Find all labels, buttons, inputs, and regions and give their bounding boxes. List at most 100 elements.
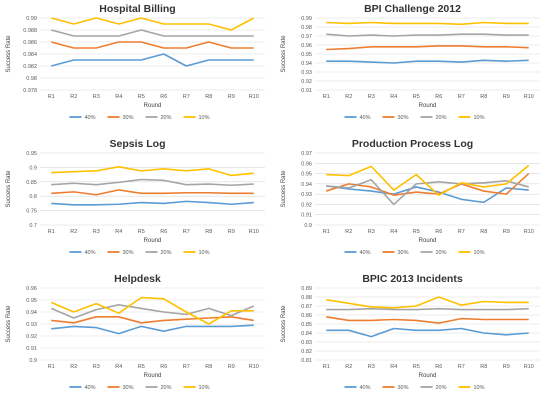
x-tick-label: R7 bbox=[458, 229, 465, 235]
y-axis-label: Success Rate bbox=[281, 35, 287, 73]
legend-item: 10% bbox=[458, 250, 485, 256]
y-tick-label: 0.83 bbox=[301, 340, 312, 346]
legend-label: 20% bbox=[436, 115, 447, 121]
x-tick-label: R6 bbox=[160, 229, 167, 235]
x-tick-label: R9 bbox=[503, 364, 510, 370]
legend-label: 30% bbox=[123, 385, 134, 391]
y-tick-label: 0.9 bbox=[29, 165, 37, 171]
x-axis-label: Round bbox=[419, 103, 437, 109]
y-tick-label: 0.98 bbox=[301, 25, 312, 31]
x-tick-label: R9 bbox=[228, 229, 235, 235]
legend-label: 10% bbox=[199, 115, 210, 121]
x-tick-label: R1 bbox=[323, 94, 330, 100]
y-tick-label: 0.9 bbox=[29, 358, 37, 364]
x-axis-label: Round bbox=[419, 238, 437, 244]
legend-label: 10% bbox=[474, 385, 485, 391]
y-tick-label: 0.89 bbox=[301, 286, 312, 292]
legend-item: 30% bbox=[382, 115, 409, 121]
legend-item: 40% bbox=[344, 115, 371, 121]
y-tick-label: 0.988 bbox=[23, 28, 37, 34]
y-tick-label: 0.95 bbox=[301, 172, 312, 178]
legend-item: 30% bbox=[382, 385, 409, 391]
legend-item: 20% bbox=[145, 385, 172, 391]
legend-item: 20% bbox=[145, 250, 172, 256]
legend-label: 40% bbox=[360, 250, 371, 256]
x-tick-label: R4 bbox=[115, 229, 122, 235]
x-tick-label: R8 bbox=[480, 94, 487, 100]
y-axis-label: Success Rate bbox=[281, 305, 287, 343]
y-tick-label: 0.93 bbox=[26, 322, 37, 328]
x-tick-label: R2 bbox=[70, 94, 77, 100]
series-line-20pct bbox=[326, 178, 529, 206]
series-line-10pct bbox=[51, 166, 254, 177]
y-tick-label: 0.91 bbox=[301, 88, 312, 94]
x-tick-label: R2 bbox=[345, 94, 352, 100]
y-tick-label: 0.95 bbox=[301, 52, 312, 58]
legend-item: 20% bbox=[420, 115, 447, 121]
x-tick-label: R5 bbox=[138, 94, 145, 100]
x-tick-label: R5 bbox=[138, 229, 145, 235]
legend-label: 10% bbox=[474, 115, 485, 121]
series-line-30pct bbox=[51, 41, 254, 49]
x-tick-label: R10 bbox=[524, 229, 534, 235]
series-line-10pct bbox=[326, 21, 529, 26]
x-tick-label: R9 bbox=[228, 94, 235, 100]
x-tick-label: R5 bbox=[413, 229, 420, 235]
legend-item: 10% bbox=[183, 385, 210, 391]
series-line-40pct bbox=[326, 185, 529, 204]
x-tick-label: R1 bbox=[48, 94, 55, 100]
legend-item: 10% bbox=[458, 115, 485, 121]
x-tick-label: R1 bbox=[323, 364, 330, 370]
y-tick-label: 0.982 bbox=[23, 64, 37, 70]
legend-item: 20% bbox=[145, 115, 172, 121]
chart-svg-5: BPIC 2013 Incidents 0.81 0.82 0.83 0.84 0.85 0… bbox=[281, 273, 540, 391]
y-tick-label: 0.88 bbox=[301, 295, 312, 301]
legend-item: 10% bbox=[183, 115, 210, 121]
y-axis-label: Success Rate bbox=[6, 305, 12, 343]
chart-panel-4: Helpdesk 0.9 0.91 0.92 0.93 0.94 0.95 0.96 R1 R2 R… bbox=[0, 270, 275, 405]
chart-title: BPIC 2013 Incidents bbox=[362, 273, 463, 285]
legend-label: 20% bbox=[436, 385, 447, 391]
y-tick-label: 0.986 bbox=[23, 40, 37, 46]
chart-title: Production Process Log bbox=[352, 138, 473, 150]
x-tick-label: R4 bbox=[390, 229, 397, 235]
x-tick-label: R7 bbox=[183, 364, 190, 370]
legend-item: 20% bbox=[420, 250, 447, 256]
x-tick-label: R8 bbox=[205, 364, 212, 370]
x-tick-label: R8 bbox=[205, 94, 212, 100]
x-tick-label: R3 bbox=[368, 229, 375, 235]
y-tick-label: 0.95 bbox=[26, 298, 37, 304]
x-tick-label: R6 bbox=[160, 364, 167, 370]
y-tick-label: 0.93 bbox=[301, 70, 312, 76]
x-tick-label: R2 bbox=[70, 364, 77, 370]
series-line-20pct bbox=[51, 29, 254, 37]
series-line-20pct bbox=[326, 33, 529, 37]
series-line-10pct bbox=[326, 296, 529, 309]
legend-item: 30% bbox=[107, 385, 134, 391]
chart-panel-0: Hospital Billing 0.978 0.98 0.982 0.984 0.986… bbox=[0, 0, 275, 135]
legend-label: 30% bbox=[398, 250, 409, 256]
legend-item: 40% bbox=[69, 385, 96, 391]
x-tick-label: R6 bbox=[160, 94, 167, 100]
x-tick-label: R7 bbox=[458, 94, 465, 100]
series-line-30pct bbox=[51, 189, 254, 196]
x-axis-label: Round bbox=[144, 238, 162, 244]
chart-title: Hospital Billing bbox=[99, 3, 175, 15]
chart-title: Helpdesk bbox=[114, 273, 161, 285]
x-axis-label: Round bbox=[144, 103, 162, 109]
chart-svg-2: Sepsis Log 0.7 0.75 0.8 0.85 0.9 0.95 R1 R2 R3 R4 R… bbox=[6, 138, 265, 256]
legend-label: 20% bbox=[161, 385, 172, 391]
x-tick-label: R2 bbox=[345, 229, 352, 235]
legend-item: 40% bbox=[69, 115, 96, 121]
x-axis-label: Round bbox=[144, 373, 162, 379]
x-tick-label: R10 bbox=[524, 94, 534, 100]
legend-label: 30% bbox=[398, 385, 409, 391]
chart-panel-3: Production Process Log 0.9 0.91 0.92 0.93 0.9… bbox=[275, 135, 550, 270]
x-tick-label: R8 bbox=[480, 364, 487, 370]
chart-svg-4: Helpdesk 0.9 0.91 0.92 0.93 0.94 0.95 0.96 R1 R2 R… bbox=[6, 273, 265, 391]
y-tick-label: 0.84 bbox=[301, 331, 312, 337]
legend-label: 40% bbox=[85, 385, 96, 391]
legend-item: 10% bbox=[458, 385, 485, 391]
chart-title: BPI Challenge 2012 bbox=[364, 3, 461, 15]
x-tick-label: R9 bbox=[503, 229, 510, 235]
